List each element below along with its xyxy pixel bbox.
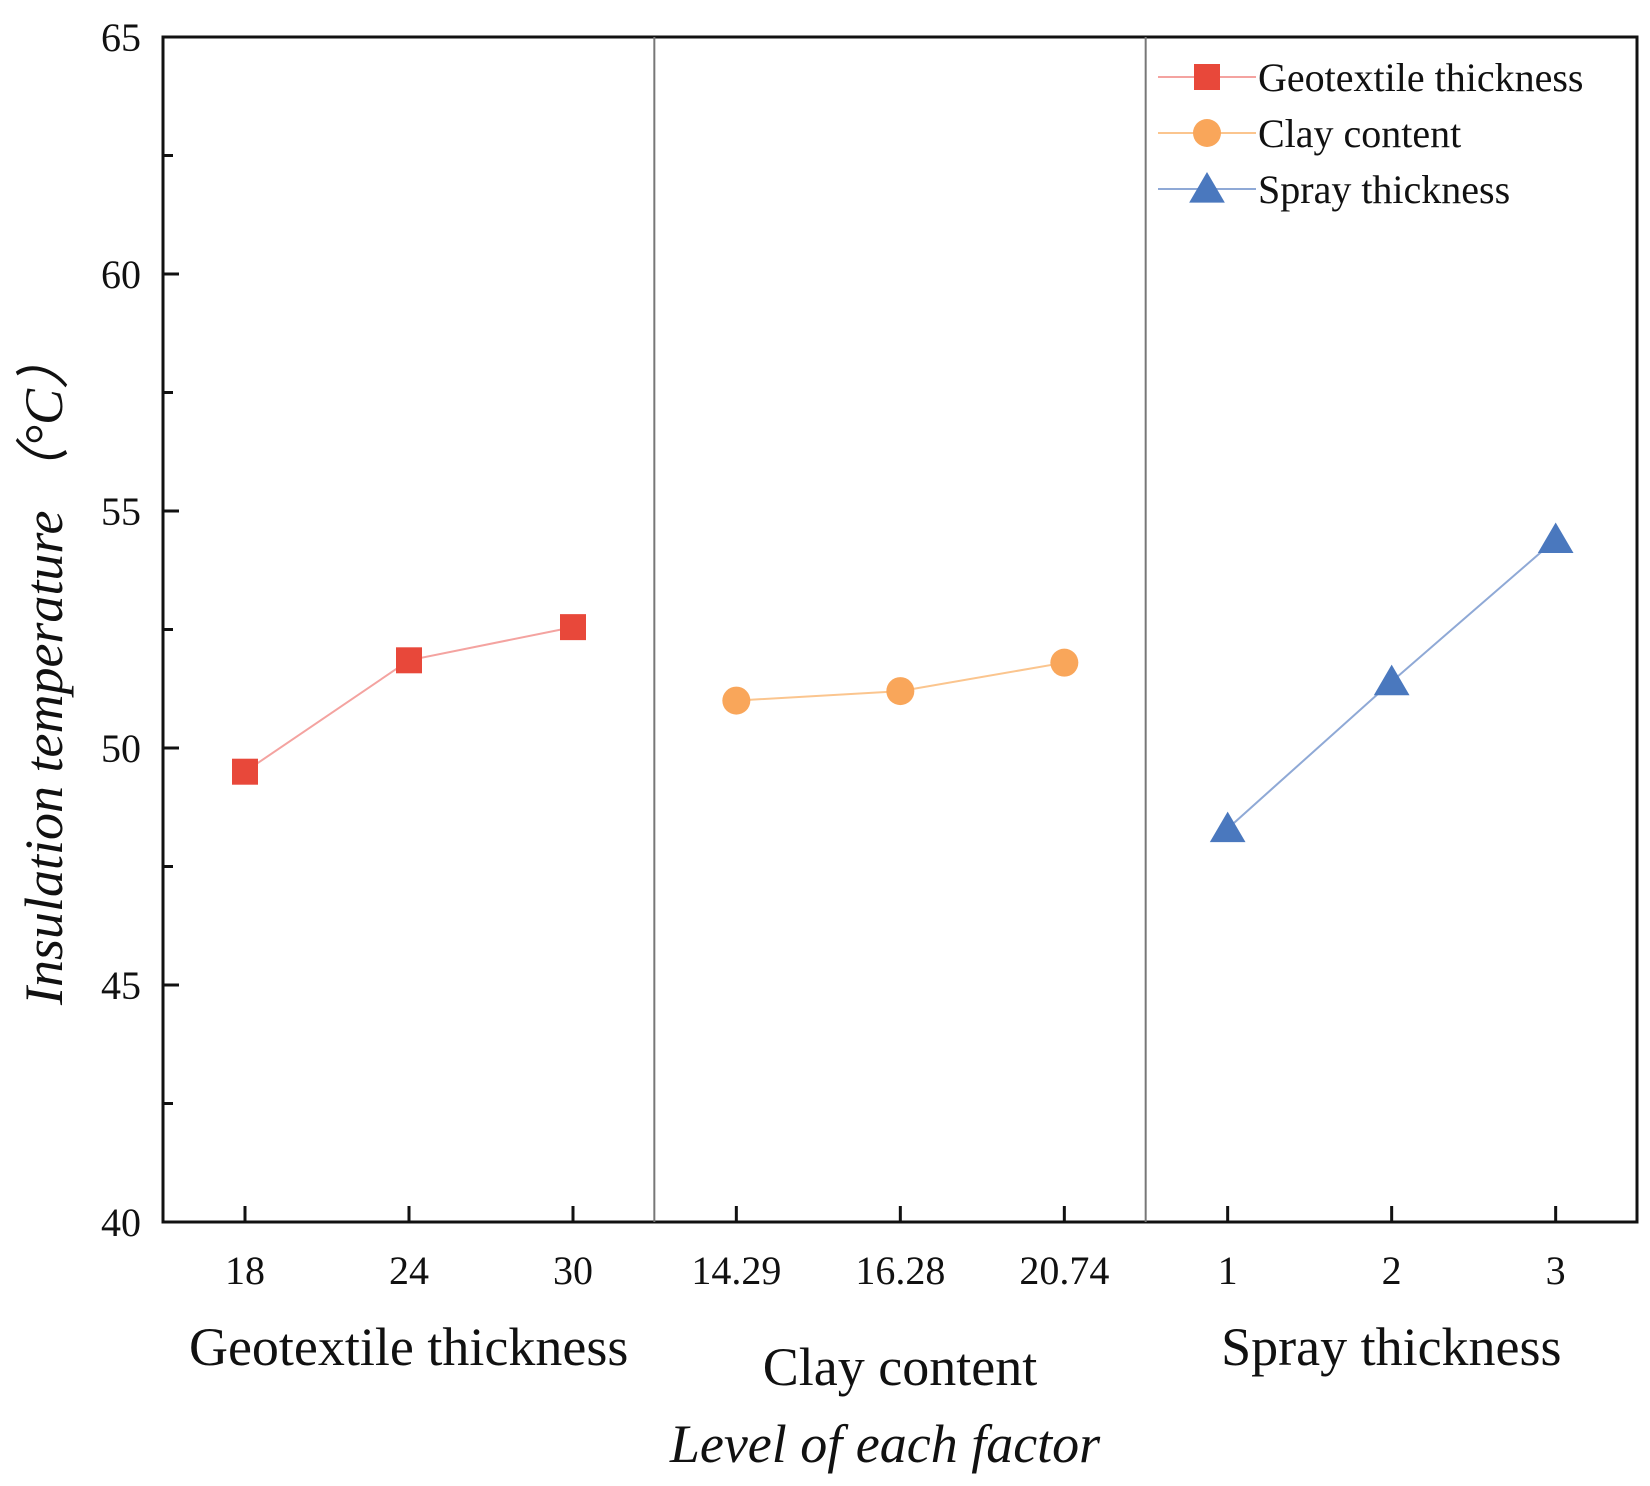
y-tick-label: 50 — [101, 726, 141, 771]
y-axis-title-text: Insulation temperature — [14, 511, 74, 1006]
y-axis-unit: （°C） — [14, 335, 74, 501]
x-tick-label: 24 — [389, 1248, 429, 1293]
legend-marker-1 — [1193, 119, 1221, 147]
data-point — [1050, 648, 1079, 677]
group-label-0: Geotextile thickness — [189, 1317, 628, 1377]
y-tick-label: 55 — [101, 489, 141, 534]
legend-marker-2 — [1189, 172, 1225, 203]
group-label-2: Spray thickness — [1221, 1317, 1561, 1377]
group-separators — [653, 37, 1147, 1222]
x-tick-label: 1 — [1218, 1248, 1238, 1293]
group-label-1: Clay content — [763, 1337, 1037, 1397]
y-axis-ticks: 40 45 50 55 60 65 — [101, 15, 179, 1245]
legend-marker-0 — [1194, 64, 1220, 90]
y-axis-title: Insulation temperature （°C） — [14, 335, 74, 1006]
data-point — [1209, 811, 1246, 843]
data-point — [560, 614, 586, 641]
y-tick-label: 45 — [101, 963, 141, 1008]
legend-entry-1: Clay content — [1258, 111, 1461, 156]
y-tick-label: 60 — [101, 252, 141, 297]
legend-entry-2: Spray thickness — [1258, 167, 1510, 212]
group-labels: Geotextile thickness Clay content Spray th… — [189, 1317, 1562, 1397]
data-point — [1373, 664, 1410, 696]
y-tick-label: 65 — [101, 15, 141, 60]
series-markers — [232, 522, 1574, 843]
svg-text:Insulation temperature（°C）: Insulation temperature （°C） — [14, 335, 74, 1006]
legend-entry-0: Geotextile thickness — [1258, 55, 1583, 100]
plot-frame — [161, 35, 1639, 1224]
x-tick-label: 3 — [1546, 1248, 1566, 1293]
x-tick-label: 2 — [1382, 1248, 1402, 1293]
data-point — [722, 686, 751, 715]
x-tick-label: 18 — [225, 1248, 265, 1293]
x-tick-label: 20.74 — [1019, 1248, 1109, 1293]
x-tick-label: 14.29 — [691, 1248, 781, 1293]
data-point — [1537, 522, 1574, 554]
x-axis-ticks: 18 24 30 14.29 16.28 20.74 1 2 3 — [225, 1206, 1566, 1293]
data-point — [396, 647, 422, 674]
y-tick-label: 40 — [101, 1200, 141, 1245]
x-tick-label: 16.28 — [855, 1248, 945, 1293]
plot-area: 40 45 50 55 60 65 18 24 30 14.29 16.28 20.74 1 2 3 Ge… — [101, 15, 1639, 1293]
legend: Geotextile thickness Clay content Spray th… — [1158, 55, 1583, 212]
x-tick-label: 30 — [553, 1248, 593, 1293]
data-point — [886, 677, 915, 706]
data-point — [232, 758, 258, 785]
x-axis-title: Level of each factor — [669, 1414, 1101, 1474]
